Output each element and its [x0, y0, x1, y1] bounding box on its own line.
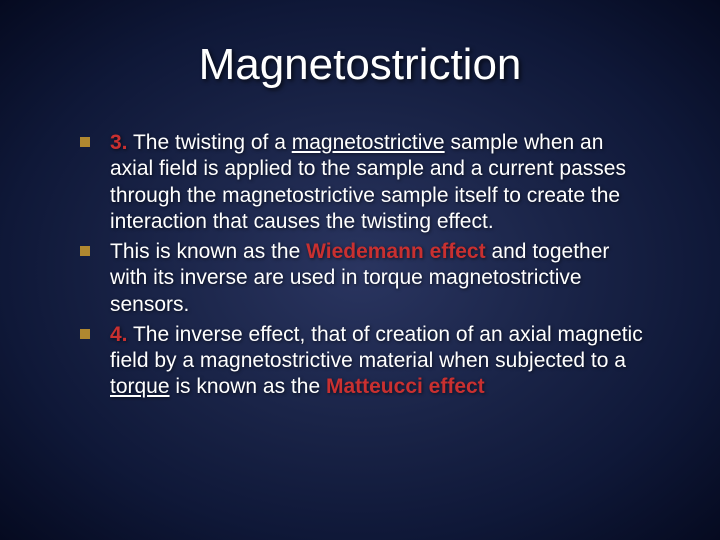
bullet-text: The inverse effect, that of creation of … — [110, 323, 643, 372]
bullet-text: is known as the — [170, 375, 326, 398]
bullet-item: 3. The twisting of a magnetostrictive sa… — [110, 130, 650, 235]
bullet-underline: torque — [110, 375, 170, 398]
bullet-item: This is known as the Wiedemann effect an… — [110, 239, 650, 318]
bullet-text: The twisting of a — [128, 131, 292, 154]
bullet-marker-icon — [80, 137, 90, 147]
slide: Magnetostriction 3. The twisting of a ma… — [0, 0, 720, 540]
slide-title: Magnetostriction — [50, 40, 670, 90]
bullet-underline: magnetostrictive — [292, 131, 445, 154]
bullet-keyword: Wiedemann effect — [306, 240, 486, 263]
bullet-number: 4. — [110, 323, 128, 346]
slide-content: 3. The twisting of a magnetostrictive sa… — [50, 130, 670, 401]
bullet-text: This is known as the — [110, 240, 306, 263]
bullet-number: 3. — [110, 131, 128, 154]
bullet-marker-icon — [80, 329, 90, 339]
bullet-keyword: Matteucci effect — [326, 375, 485, 398]
bullet-marker-icon — [80, 246, 90, 256]
bullet-item: 4. The inverse effect, that of creation … — [110, 322, 650, 401]
